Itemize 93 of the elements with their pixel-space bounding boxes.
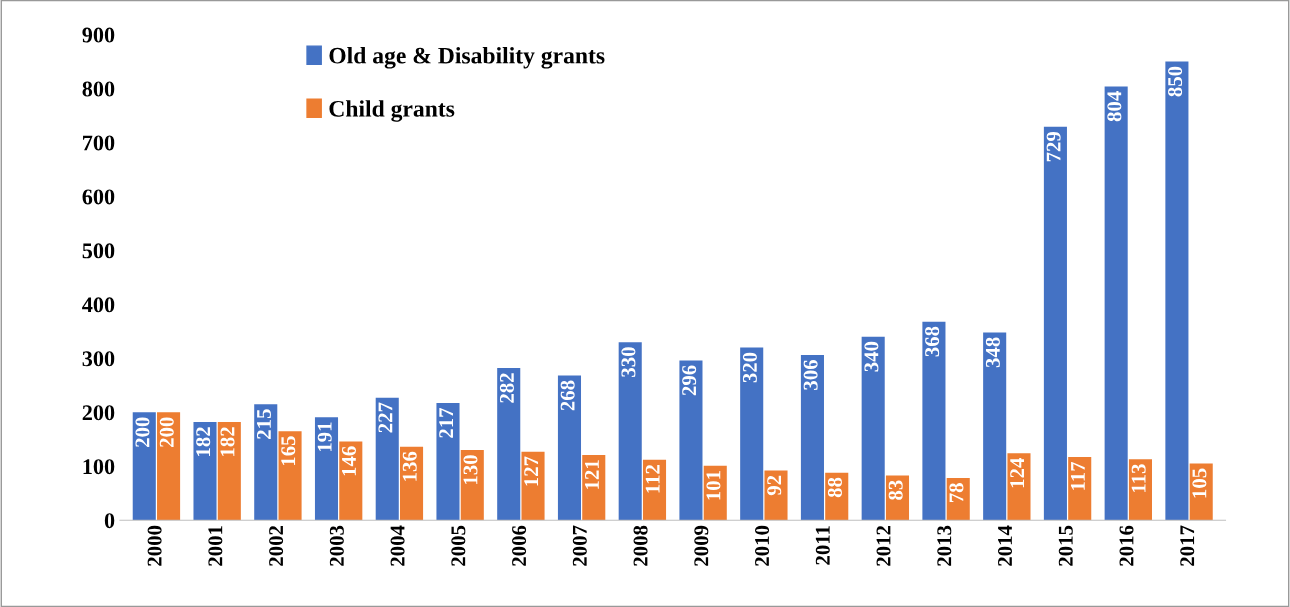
x-tick-label: 2004: [390, 525, 405, 566]
data-label: 117: [1070, 461, 1085, 490]
data-label: 105: [1192, 468, 1207, 498]
data-label: 191: [317, 422, 332, 452]
bar: [1007, 453, 1031, 521]
bar: [618, 342, 642, 521]
y-tick-label: 0: [104, 513, 115, 529]
bar: [193, 422, 217, 521]
bar: [157, 412, 181, 521]
x-tick-label: 2007: [572, 525, 587, 566]
data-label: 92: [767, 475, 782, 496]
data-label: 200: [135, 417, 150, 447]
bar: [521, 451, 545, 521]
data-label: 127: [524, 456, 539, 486]
data-label: 121: [584, 460, 599, 489]
data-label: 268: [560, 380, 575, 411]
bar: [679, 360, 703, 521]
x-tick-label: 2014: [997, 525, 1013, 566]
bar: [278, 431, 302, 521]
data-label: 146: [342, 446, 357, 476]
data-label: 320: [742, 352, 757, 383]
x-tick-label: 2017: [1180, 525, 1195, 566]
x-tick-label: 2002: [269, 525, 284, 566]
x-tick-label: 2010: [755, 525, 770, 566]
bar: [1104, 86, 1128, 521]
y-tick-label: 600: [82, 189, 115, 205]
data-label: 200: [159, 417, 174, 447]
legend-label: Old age & Disability grants: [329, 46, 605, 69]
data-label: 804: [1107, 91, 1122, 122]
data-label: 296: [682, 365, 697, 396]
x-tick-label: 2012: [876, 525, 891, 566]
data-label: 227: [378, 402, 393, 433]
data-label: 101: [706, 471, 721, 500]
x-tick-label: 2008: [633, 525, 648, 566]
bar: [254, 404, 278, 521]
data-label: 850: [1168, 66, 1183, 97]
bar: [436, 403, 460, 521]
data-label: 165: [281, 436, 296, 466]
bar: [800, 355, 824, 521]
data-label: 113: [1131, 464, 1146, 492]
data-label: 130: [463, 455, 478, 484]
data-label: 306: [803, 360, 818, 390]
data-label: 83: [888, 480, 903, 500]
bar: [497, 368, 521, 521]
x-tick-label: 2016: [1119, 525, 1134, 566]
data-label: 182: [220, 427, 235, 456]
x-tick-label: 2013: [937, 525, 952, 566]
bar: [132, 412, 156, 521]
data-label: 78: [949, 483, 964, 503]
bar: [557, 375, 582, 521]
x-tick-label: 2001: [208, 526, 223, 566]
data-label: 88: [827, 477, 842, 498]
bar: [1068, 457, 1092, 521]
bar: [983, 332, 1007, 521]
legend-label: Child grants: [329, 100, 455, 122]
x-tick-label: 2003: [329, 525, 344, 566]
y-tick-label: 400: [82, 297, 115, 313]
bar: [314, 417, 339, 521]
y-tick-label: 100: [83, 459, 115, 475]
x-tick-label: 2000: [147, 525, 162, 566]
x-tick-label: 2006: [512, 525, 527, 566]
y-tick-label: 900: [82, 27, 115, 43]
bar: [740, 347, 764, 521]
bar: [582, 454, 606, 521]
x-tick-label: 2005: [451, 525, 466, 566]
data-label: 340: [864, 341, 879, 372]
bar: [861, 336, 885, 521]
data-label: 215: [256, 409, 271, 439]
data-label: 124: [1010, 458, 1024, 488]
y-tick-label: 800: [82, 81, 115, 97]
data-label: 112: [645, 464, 660, 493]
data-label: 348: [985, 337, 1000, 368]
data-label: 217: [439, 407, 453, 438]
data-label: 368: [925, 326, 940, 357]
x-tick-label: 2009: [694, 525, 709, 566]
y-tick-label: 300: [82, 351, 115, 367]
bar: [217, 422, 241, 521]
data-label: 136: [402, 451, 417, 481]
y-tick-label: 200: [82, 405, 115, 421]
data-label: 282: [499, 373, 514, 403]
bar: [1165, 61, 1189, 521]
data-label: 330: [621, 347, 636, 377]
bar: [339, 441, 363, 521]
data-label: 729: [1046, 131, 1061, 162]
data-label: 182: [196, 427, 211, 456]
y-tick-label: 700: [83, 135, 115, 151]
y-tick-label: 500: [82, 243, 115, 259]
bar: [375, 397, 399, 521]
x-tick-label: 2011: [815, 526, 830, 565]
bar: [922, 321, 946, 521]
bar: [764, 470, 788, 521]
x-tick-label: 2015: [1058, 525, 1073, 566]
bar: [1043, 126, 1067, 521]
